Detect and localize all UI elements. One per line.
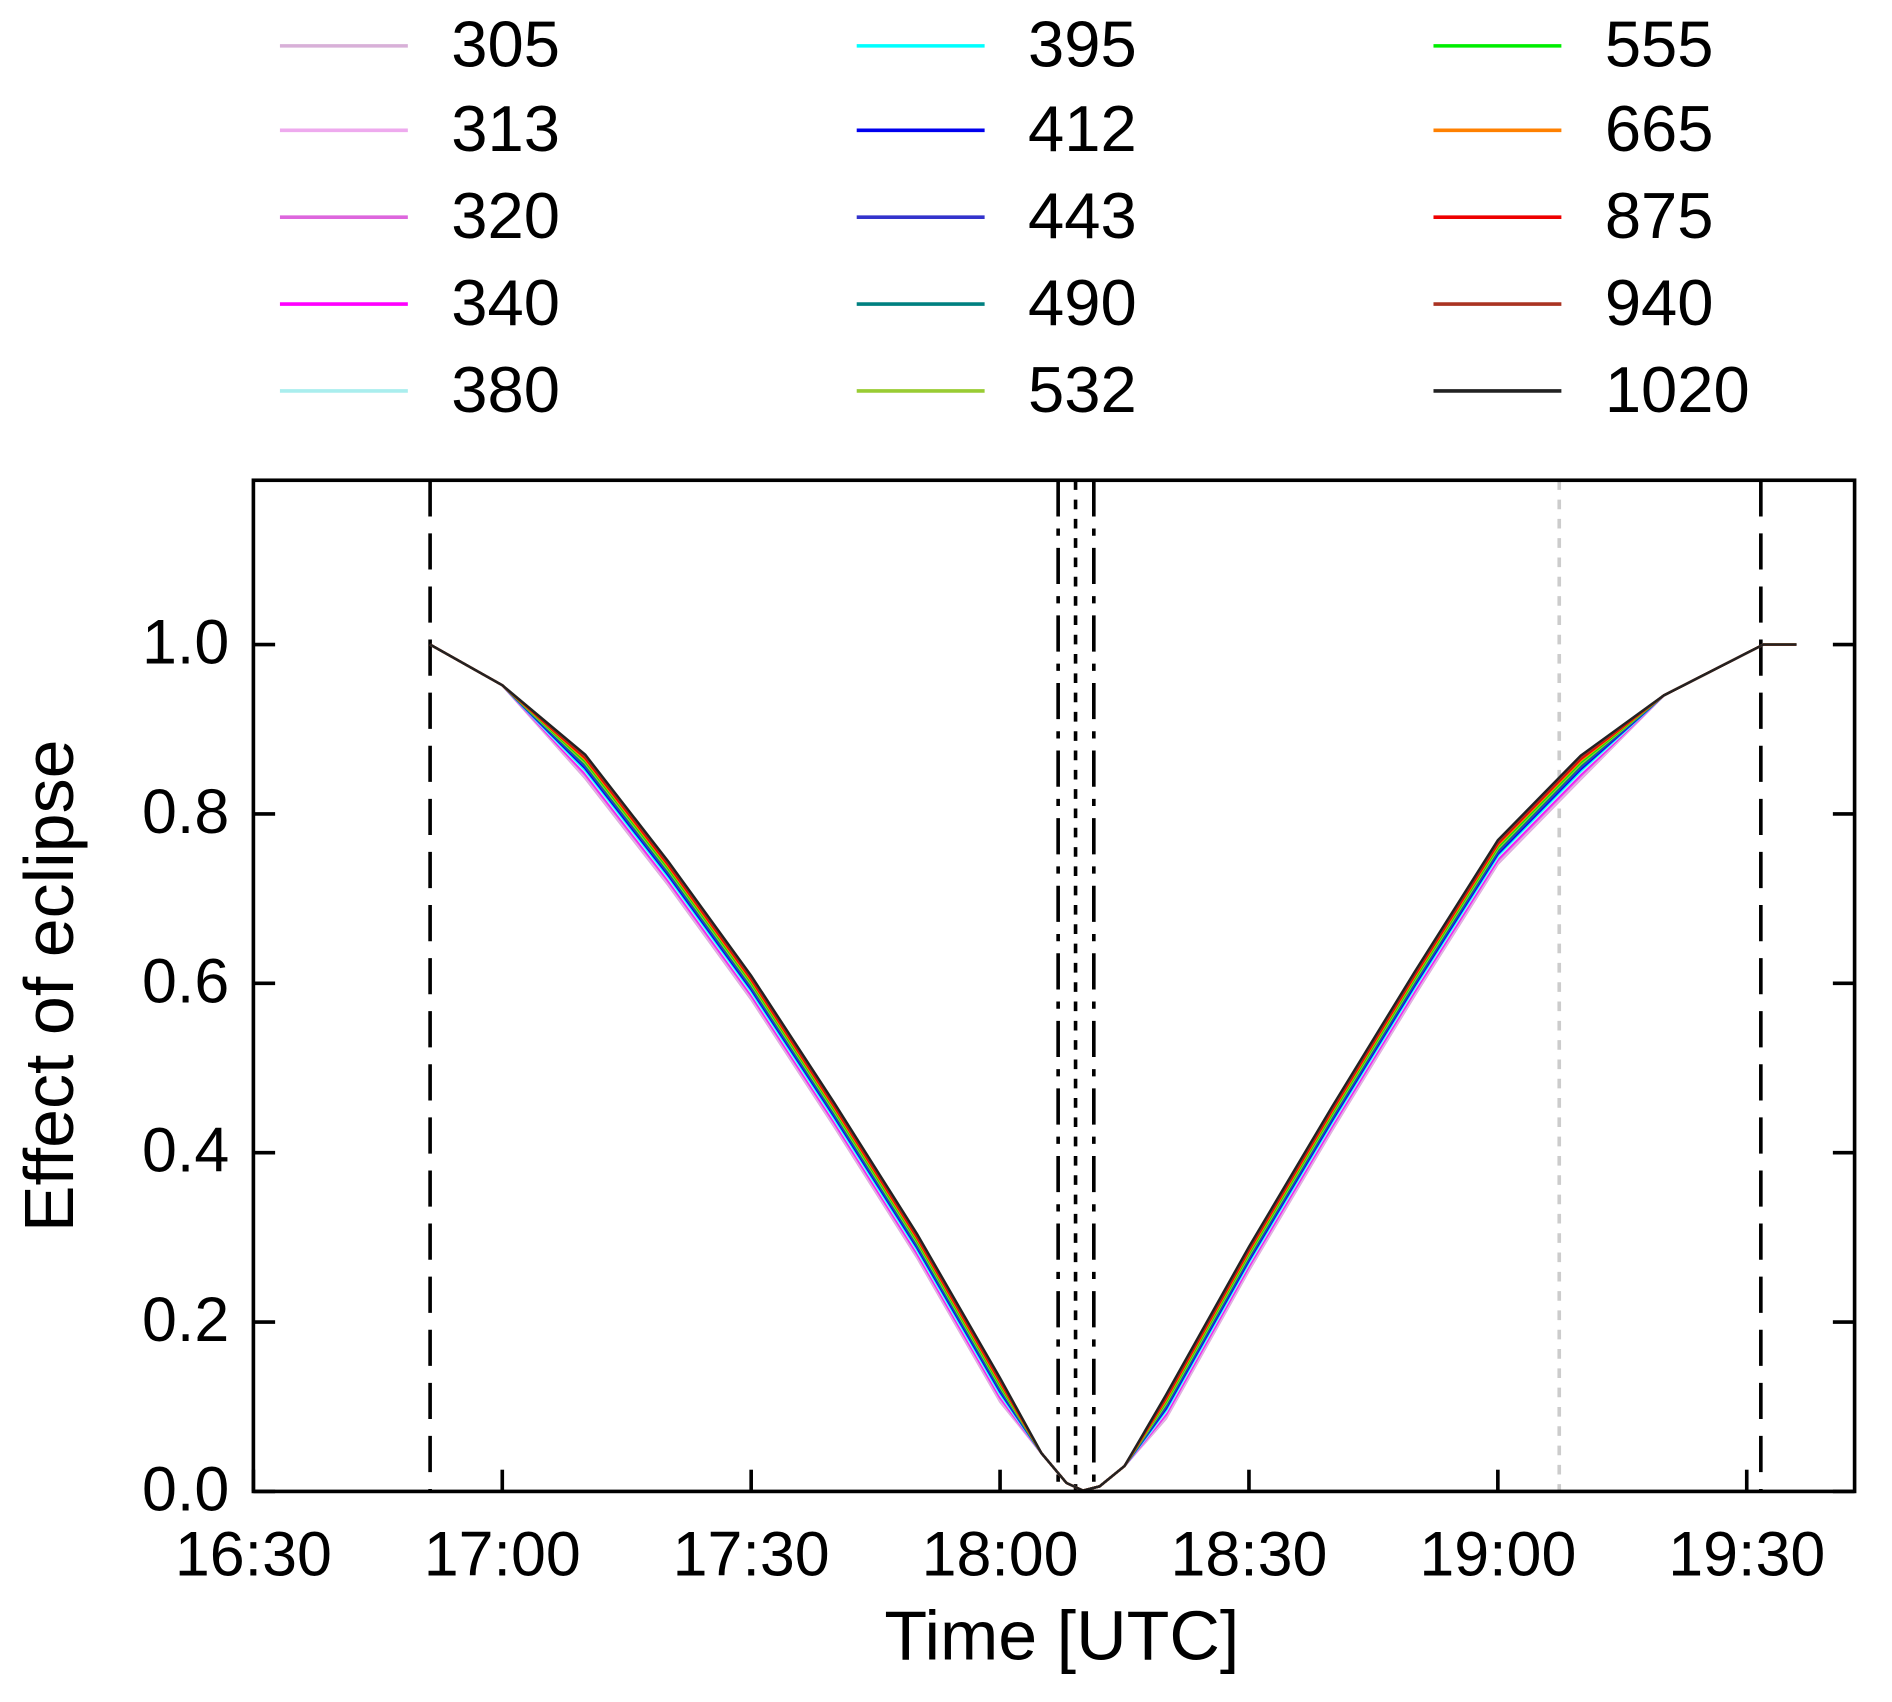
y-tick-label: 1.0: [142, 608, 229, 678]
series-line: [429, 643, 1797, 1492]
legend-label: 320: [451, 179, 560, 252]
x-tick-label: 17:00: [424, 1520, 581, 1590]
y-tick-label: 0.0: [142, 1454, 229, 1524]
x-tick-label: 18:00: [922, 1520, 1079, 1590]
legend-label: 340: [451, 266, 560, 339]
y-tick-label: 0.4: [142, 1116, 229, 1186]
legend-label: 443: [1028, 179, 1137, 252]
series-line: [429, 643, 1797, 1492]
y-axis-label: Effect of eclipse: [10, 740, 88, 1233]
series-line: [429, 643, 1797, 1492]
x-tick-label: 19:00: [1419, 1520, 1576, 1590]
series-line: [429, 643, 1797, 1492]
series-line: [429, 643, 1797, 1492]
x-tick-label: 17:30: [673, 1520, 830, 1590]
series-line: [429, 643, 1797, 1492]
y-tick-label: 0.2: [142, 1285, 229, 1355]
series-line: [429, 643, 1797, 1492]
series-line: [429, 643, 1797, 1492]
legend-label: 532: [1028, 353, 1137, 426]
series-line: [429, 643, 1797, 1492]
x-tick-label: 18:30: [1170, 1520, 1327, 1590]
series-line: [429, 643, 1797, 1492]
x-tick-label: 16:30: [175, 1520, 332, 1590]
legend-label: 490: [1028, 266, 1137, 339]
plot-frame: [251, 478, 1857, 1494]
x-tick-label: 19:30: [1668, 1520, 1825, 1590]
series-line: [429, 643, 1797, 1492]
x-axis-label: Time [UTC]: [884, 1597, 1239, 1675]
series-line: [429, 643, 1797, 1492]
legend-label: 313: [451, 92, 560, 165]
y-tick-label: 0.8: [142, 777, 229, 847]
series-line: [429, 643, 1797, 1492]
legend-label: 665: [1605, 92, 1714, 165]
legend-label: 412: [1028, 92, 1137, 165]
series-line: [429, 643, 1797, 1492]
legend-label: 1020: [1605, 353, 1750, 426]
legend-label: 940: [1605, 266, 1714, 339]
legend-label: 875: [1605, 179, 1714, 252]
legend-label: 305: [451, 8, 560, 81]
legend-label: 395: [1028, 8, 1137, 81]
y-tick-label: 0.6: [142, 946, 229, 1016]
series-line: [429, 643, 1797, 1492]
legend-label: 380: [451, 353, 560, 426]
legend-label: 555: [1605, 8, 1714, 81]
